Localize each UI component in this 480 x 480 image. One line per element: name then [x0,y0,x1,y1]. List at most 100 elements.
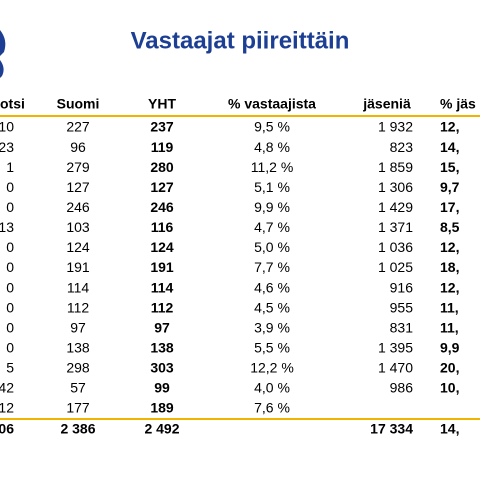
cell: 10 [0,119,14,135]
logo-fragment [0,30,6,78]
cell: 20, [440,360,459,376]
cell: 823 [390,139,414,155]
cell: 7,7 % [254,259,290,275]
cell: 3,9 % [254,319,290,335]
cell: 189 [150,400,174,416]
cell: 0 [6,179,14,195]
cell: 298 [66,360,90,376]
cell: 916 [390,279,414,295]
cell: 9,9 [440,339,460,355]
cell: 42 [0,380,14,396]
cell: 12 [0,400,14,416]
title: Vastaajat piireittäin [131,27,350,54]
cell: 0 [6,239,14,255]
total-cell: 06 [0,421,14,437]
cell: 0 [6,199,14,215]
cell: 114 [67,279,90,295]
cell: 57 [70,380,86,396]
cell: 0 [6,319,14,335]
cell: 119 [151,139,174,155]
header-cell: otsi [0,96,25,112]
cell: 191 [150,259,174,275]
cell: 9,7 [440,179,460,195]
cell: 5,5 % [254,339,290,355]
cell: 138 [150,339,174,355]
cell: 227 [66,119,90,135]
cell: 1 [6,159,14,175]
cell: 303 [150,360,174,376]
header-cell: % jäs [440,96,476,112]
cell: 114 [151,279,174,295]
cell: 12, [440,279,459,295]
cell: 1 025 [378,259,413,275]
cell: 12,2 % [250,360,294,376]
total-cell: 2 492 [144,421,179,437]
cell: 0 [6,259,14,275]
cell: 1 429 [378,199,413,215]
cell: 1 859 [378,159,413,175]
cell: 280 [150,159,174,175]
cell: 246 [66,199,90,215]
cell: 4,5 % [254,299,290,315]
total-cell: 2 386 [60,421,95,437]
cell: 97 [154,319,170,335]
cell: 9,9 % [254,199,290,215]
cell: 127 [150,179,174,195]
cell: 103 [66,219,90,235]
cell: 11, [440,299,459,315]
cell: 986 [390,380,414,396]
total-cell: 14, [440,421,459,437]
header-cell: YHT [148,96,176,112]
cell: 5,0 % [254,239,290,255]
header-cell: Suomi [57,96,100,112]
cell: 9,5 % [254,119,290,135]
cell: 96 [70,139,86,155]
cell: 1 371 [378,219,413,235]
cell: 12, [440,239,459,255]
cell: 955 [390,299,414,315]
cell: 4,7 % [254,219,290,235]
cell: 237 [150,119,174,135]
header-cell: jäseniä [362,96,411,112]
cell: 15, [440,159,459,175]
cell: 17, [440,199,459,215]
cell: 112 [67,299,90,315]
cell: 97 [70,319,86,335]
cell: 1 306 [378,179,413,195]
cell: 14, [440,139,459,155]
cell: 13 [0,219,14,235]
header-cell: % vastaajista [228,96,316,112]
cell: 1 470 [378,360,413,376]
cell: 116 [151,219,174,235]
cell: 4,8 % [254,139,290,155]
cell: 1 395 [378,339,413,355]
cell: 23 [0,139,14,155]
cell: 11, [440,319,459,335]
cell: 7,6 % [254,400,290,416]
cell: 138 [66,339,90,355]
cell: 10, [440,380,459,396]
cell: 124 [150,239,174,255]
cell: 0 [6,339,14,355]
cell: 127 [66,179,90,195]
cell: 191 [66,259,90,275]
cell: 99 [154,380,170,396]
cell: 4,0 % [254,380,290,396]
cell: 177 [66,400,90,416]
cell: 8,5 [440,219,460,235]
cell: 5 [6,360,14,376]
cell: 18, [440,259,459,275]
cell: 1 036 [378,239,413,255]
cell: 11,2 % [251,159,294,175]
cell: 0 [6,299,14,315]
cell: 1 932 [378,119,413,135]
cell: 12, [440,119,459,135]
cell: 279 [66,159,90,175]
cell: 831 [390,319,414,335]
cell: 112 [151,299,174,315]
cell: 124 [66,239,90,255]
cell: 246 [150,199,174,215]
cell: 5,1 % [254,179,290,195]
